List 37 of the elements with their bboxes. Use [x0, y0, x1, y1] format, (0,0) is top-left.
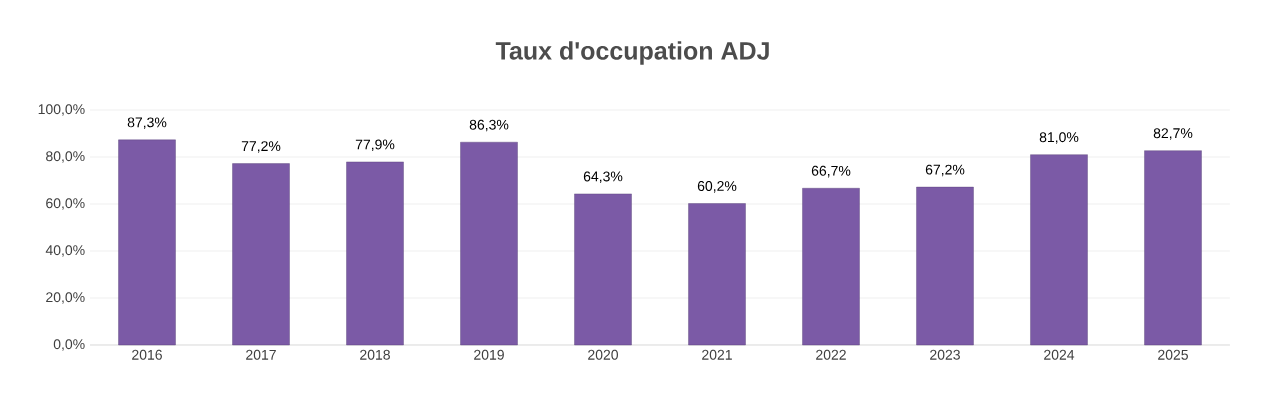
- bar: [460, 141, 518, 346]
- data-label: 82,7%: [1153, 128, 1193, 140]
- bar: [802, 188, 860, 346]
- bar: [1030, 154, 1088, 346]
- x-tick-label: 2022: [816, 349, 846, 360]
- chart-title: Taux d'occupation ADJ: [495, 41, 769, 65]
- y-tick-label: 0,0%: [53, 339, 85, 351]
- bar: [346, 161, 404, 346]
- x-tick-label: 2017: [246, 349, 276, 360]
- bar: [232, 163, 290, 346]
- x-tick-label: 2025: [1158, 349, 1188, 360]
- data-label: 60,2%: [697, 181, 737, 193]
- data-label: 67,2%: [925, 164, 965, 177]
- data-label: 87,3%: [127, 117, 167, 129]
- x-tick-label: 2020: [588, 349, 619, 360]
- y-tick-label: 60,0%: [46, 198, 85, 210]
- x-tick-label: 2019: [474, 349, 504, 360]
- data-label: 66,7%: [811, 165, 851, 178]
- x-tick-label: 2023: [930, 349, 960, 360]
- y-tick-label: 80,0%: [46, 151, 85, 163]
- y-tick-label: 40,0%: [45, 245, 85, 257]
- data-label: 86,3%: [469, 119, 509, 132]
- bar: [118, 139, 176, 346]
- y-tick-label: 20,0%: [46, 292, 85, 304]
- bar: [916, 186, 974, 346]
- data-label: 81,0%: [1039, 132, 1079, 144]
- x-tick-label: 2021: [702, 349, 732, 360]
- x-tick-label: 2024: [1044, 349, 1075, 360]
- bar: [1144, 150, 1202, 346]
- data-label: 77,9%: [355, 139, 395, 152]
- data-label: 77,2%: [241, 141, 281, 153]
- y-tick-label: 100,0%: [38, 104, 85, 116]
- x-tick-label: 2018: [360, 349, 390, 360]
- bar: [574, 193, 632, 346]
- bar: [688, 203, 746, 346]
- x-tick-label: 2016: [132, 349, 162, 360]
- data-label: 64,3%: [583, 171, 623, 184]
